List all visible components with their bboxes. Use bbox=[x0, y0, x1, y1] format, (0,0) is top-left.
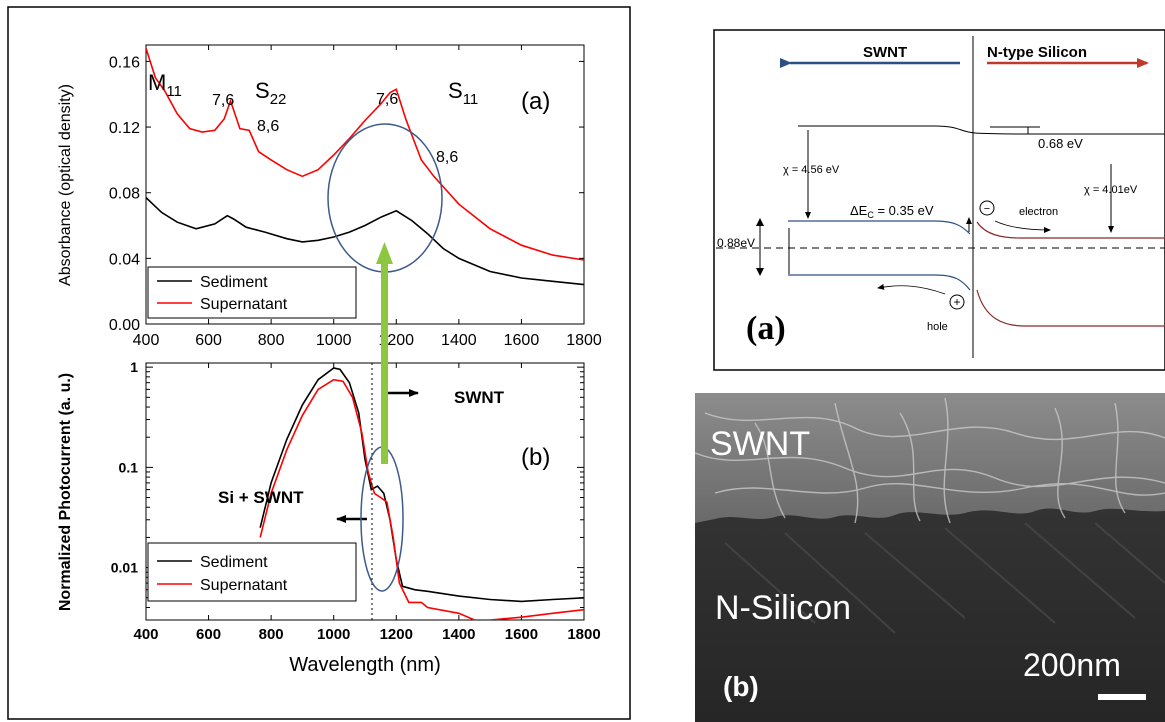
legend-label-supernatant: Supernatant bbox=[200, 577, 288, 594]
y-tick-label: 0.04 bbox=[109, 251, 140, 268]
sem-picture: SWNT N-Silicon 200nm (b) bbox=[695, 393, 1165, 722]
band-diagram-frame bbox=[713, 29, 1165, 371]
absorbance-ylabel: Absorbance (optical density) bbox=[57, 84, 74, 286]
photocurrent-ylabel: Normalized Photocurrent (a. u.) bbox=[57, 373, 74, 611]
x-tick-label: 1400 bbox=[441, 332, 477, 349]
electron-icon bbox=[979, 200, 995, 216]
photocurrent-supernatant-line bbox=[259, 378, 584, 620]
hole-label: hole bbox=[927, 321, 948, 333]
legend-box bbox=[147, 542, 357, 602]
swnt-layer bbox=[695, 393, 1165, 523]
legend-label-sediment: Sediment bbox=[200, 554, 268, 571]
si-valence-band bbox=[976, 289, 1165, 327]
x-tick-label: 1600 bbox=[505, 626, 538, 643]
photocurrent-ticks: 400 600 800 1000 1200 1400 1600 1800 1 0.1 0.01 bbox=[111, 359, 601, 643]
x-tick-label: 1400 bbox=[442, 626, 475, 643]
photocurrent-plot-area bbox=[145, 362, 585, 621]
si-swnt-region-label: Si + SWNT bbox=[218, 488, 304, 507]
swnt-valence-band bbox=[788, 274, 971, 291]
absorbance-chart: 400 600 800 1000 1200 1400 1600 18000.000.040.0… bbox=[57, 44, 602, 349]
scale-bar bbox=[1098, 694, 1146, 700]
absorbance-panel-label: (a) bbox=[521, 88, 550, 115]
y-tick-label: 0.12 bbox=[109, 120, 140, 137]
swnt-conduction-band bbox=[788, 220, 971, 235]
hole-path-arrow bbox=[877, 283, 946, 295]
x-tick-label: 1000 bbox=[317, 626, 350, 643]
absorbance-sediment-line bbox=[146, 197, 584, 286]
electron-label: electron bbox=[1019, 206, 1058, 218]
scale-bar-label: 200nm bbox=[1023, 647, 1121, 683]
correlation-arrow-shaft bbox=[381, 262, 388, 464]
sem-swnt-label: SWNT bbox=[710, 425, 810, 463]
s11-label: S11 bbox=[448, 78, 478, 108]
x-tick-label: 1000 bbox=[316, 332, 352, 349]
x-tick-label: 1800 bbox=[567, 626, 600, 643]
sem-panel-label: (b) bbox=[723, 671, 759, 702]
x-tick-label: 1200 bbox=[380, 626, 413, 643]
photocurrent-panel-label: (b) bbox=[521, 444, 550, 471]
band-diagram: SWNT N-type Silicon 0.68 eV χ = 4.56 eV … bbox=[713, 29, 1165, 371]
sem-silicon-label: N-Silicon bbox=[715, 589, 851, 627]
x-tick-label: 1600 bbox=[504, 332, 540, 349]
y-tick-label: 0.08 bbox=[109, 186, 140, 203]
swnt-side-label: SWNT bbox=[863, 44, 907, 61]
electron-symbol: − bbox=[984, 203, 990, 215]
chi-swnt-label: χ = 4.56 eV bbox=[783, 164, 840, 176]
vacuum-offset-label: 0.68 eV bbox=[1038, 136, 1083, 151]
m11-label: M11 bbox=[148, 70, 182, 100]
y-tick-label: 0.01 bbox=[111, 560, 138, 576]
left-figure-frame bbox=[7, 6, 631, 720]
cutoff-highlight-ellipse bbox=[360, 446, 404, 592]
hole-icon bbox=[949, 294, 965, 310]
vacuum-level-line bbox=[798, 125, 1165, 135]
photocurrent-sediment-line bbox=[259, 367, 584, 603]
x-tick-label: 400 bbox=[133, 626, 158, 643]
absorbance-ticks: 400 600 800 1000 1200 1400 1600 18000.000.040.0… bbox=[109, 45, 602, 349]
peak-86-label-s22: 8,6 bbox=[257, 118, 279, 135]
absorbance-supernatant-line bbox=[146, 48, 584, 261]
silicon-side-label: N-type Silicon bbox=[987, 44, 1087, 61]
legend-label-sediment: Sediment bbox=[200, 274, 268, 291]
x-tick-label: 800 bbox=[259, 626, 284, 643]
legend-label-supernatant: Supernatant bbox=[200, 296, 288, 313]
chi-si-label: χ = 4.01eV bbox=[1084, 184, 1138, 196]
absorbance-plot-area bbox=[145, 44, 585, 325]
correlation-arrow-head bbox=[376, 242, 393, 264]
si-conduction-band bbox=[976, 221, 1165, 239]
swnt-gap-label: 0.88eV bbox=[717, 236, 755, 250]
x-tick-label: 800 bbox=[258, 332, 285, 349]
absorbance-legend: Sediment Supernatant bbox=[147, 266, 357, 319]
wavelength-xlabel: Wavelength (nm) bbox=[289, 654, 441, 676]
photocurrent-chart: 400 600 800 1000 1200 1400 1600 1800 1 0.1 0.01 No… bbox=[57, 359, 601, 676]
s22-label: S22 bbox=[255, 78, 286, 108]
x-tick-label: 600 bbox=[196, 626, 221, 643]
delta-ec-label: ΔEC = 0.35 eV bbox=[850, 203, 934, 220]
x-tick-label: 600 bbox=[195, 332, 222, 349]
y-tick-label: 0.00 bbox=[109, 317, 140, 334]
electron-path-arrow bbox=[994, 220, 1051, 233]
y-tick-label: 0.1 bbox=[119, 459, 139, 475]
legend-box bbox=[147, 266, 357, 319]
x-tick-label: 1800 bbox=[566, 332, 602, 349]
x-tick-label: 400 bbox=[133, 332, 160, 349]
y-tick-label: 1 bbox=[130, 359, 138, 375]
y-tick-label: 0.16 bbox=[109, 54, 140, 71]
peak-76-label-s22: 7,6 bbox=[212, 92, 234, 109]
peak-86-label-s11: 8,6 bbox=[436, 149, 458, 166]
band-diagram-panel-label: (a) bbox=[746, 310, 786, 347]
peak-76-label-s11: 7,6 bbox=[376, 91, 398, 108]
sem-image: SWNT N-Silicon 200nm (b) bbox=[695, 393, 1165, 722]
swnt-region-label: SWNT bbox=[454, 388, 505, 407]
photocurrent-legend: Sediment Supernatant bbox=[147, 542, 357, 602]
hole-symbol: + bbox=[953, 295, 960, 309]
